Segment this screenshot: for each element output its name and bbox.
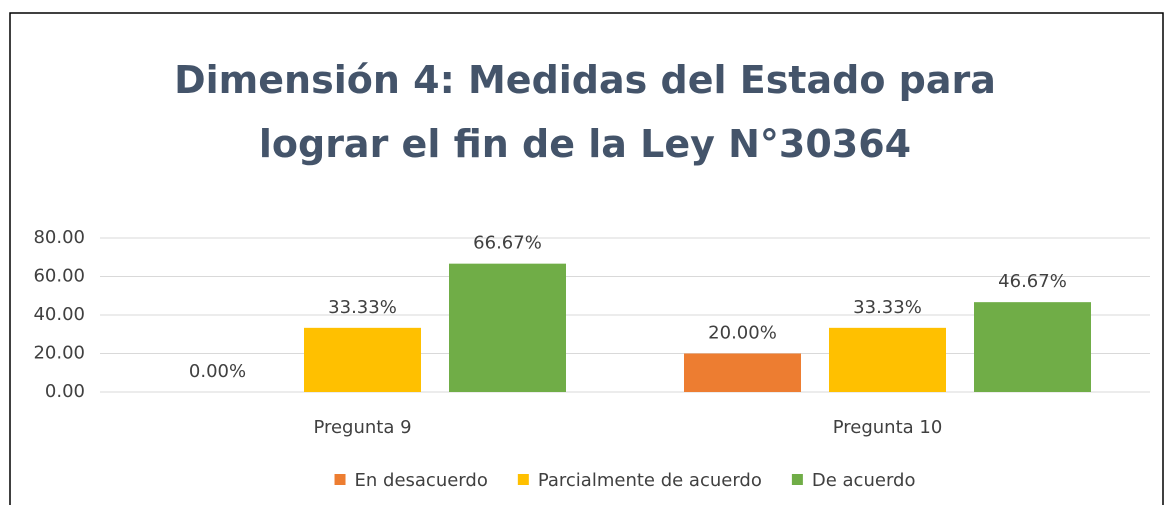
chart-frame [9,12,1164,505]
legend-swatch [517,474,529,485]
y-tick-label: 0.00 [45,381,85,402]
data-label: 0.00% [189,361,246,382]
data-label: 33.33% [328,297,397,318]
y-tick-label: 20.00 [33,343,85,364]
bar [684,353,801,392]
bar [304,327,421,392]
y-tick-label: 40.00 [33,304,85,325]
data-label: 66.67% [473,233,542,254]
legend-label: En desacuerdo [355,470,488,491]
data-label: 33.33% [853,297,922,318]
legend-swatch [334,474,346,485]
y-tick-label: 60.00 [33,266,85,287]
x-tick-label: Pregunta 10 [833,417,943,438]
bar [449,263,566,392]
chart-title: Dimensión 4: Medidas del Estado para log… [174,58,996,166]
bar [974,302,1091,392]
bar [829,327,946,392]
data-label: 20.00% [708,323,777,344]
legend-label: De acuerdo [812,470,916,491]
legend-label: Parcialmente de acuerdo [538,470,762,491]
y-tick-label: 80.00 [33,227,85,248]
x-tick-label: Pregunta 9 [313,417,411,438]
legend-swatch [791,474,803,485]
data-label: 46.67% [998,271,1067,292]
